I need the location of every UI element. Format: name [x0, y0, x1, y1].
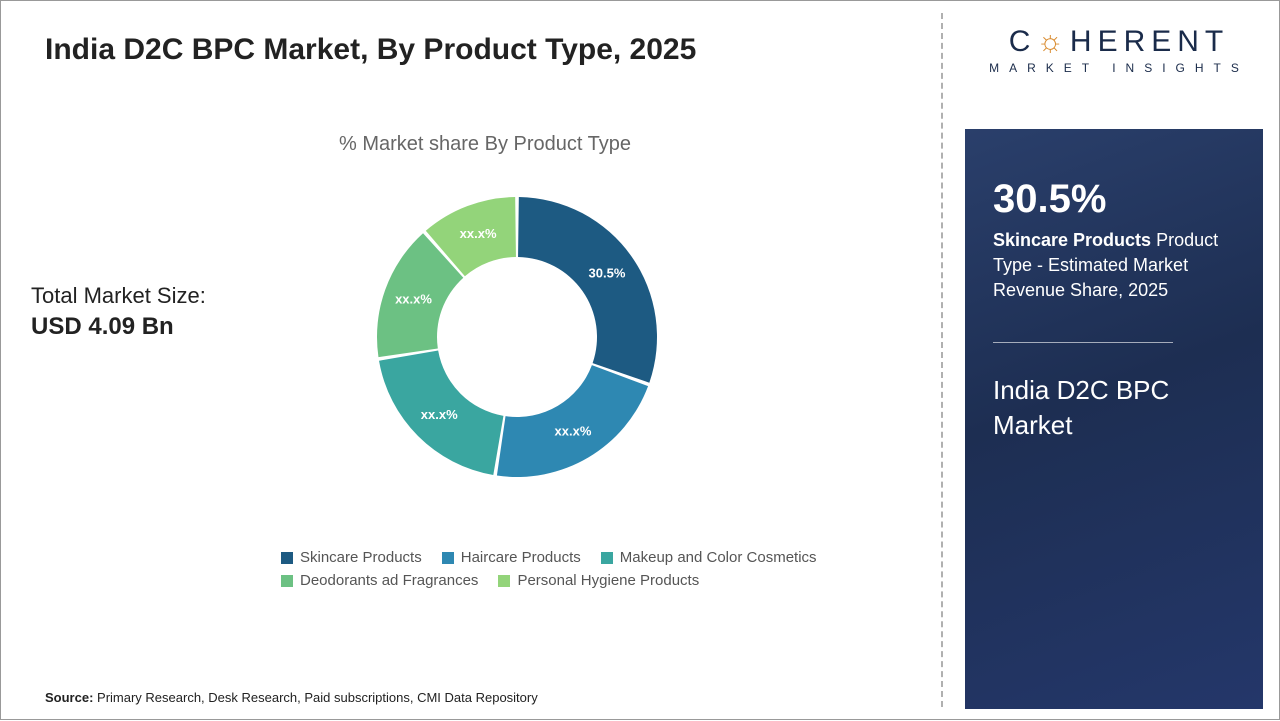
highlight-box: 30.5% Skincare Products Product Type - E… [965, 129, 1263, 709]
legend-label: Skincare Products [300, 549, 422, 566]
highlight-percent: 30.5% [993, 177, 1235, 222]
legend-item: Deodorants ad Fragrances [281, 572, 478, 589]
source-label: Source: [45, 690, 93, 705]
donut-slice [497, 365, 648, 477]
right-panel: C☼HERENT MARKET INSIGHTS 30.5% Skincare … [959, 1, 1269, 721]
legend-swatch [281, 552, 293, 564]
legend-label: Personal Hygiene Products [517, 572, 699, 589]
source-text: Primary Research, Desk Research, Paid su… [93, 690, 537, 705]
legend-item: Skincare Products [281, 549, 422, 566]
logo-main: C☼HERENT [989, 25, 1249, 59]
logo-left: C [1009, 25, 1037, 58]
highlight-market-name: India D2C BPC Market [993, 373, 1235, 443]
main-area: India D2C BPC Market, By Product Type, 2… [1, 1, 941, 721]
chart-subtitle: % Market share By Product Type [339, 133, 631, 156]
slice-label: xx.x% [395, 292, 432, 307]
logo-right: HERENT [1070, 25, 1229, 58]
logo-sub: MARKET INSIGHTS [989, 61, 1249, 75]
source-line: Source: Primary Research, Desk Research,… [45, 690, 538, 705]
logo-accent-icon: ☼ [1036, 25, 1070, 58]
donut-chart: 30.5% xx.x% xx.x% xx.x% xx.x% [357, 177, 677, 497]
slice-label: xx.x% [555, 424, 592, 439]
slice-label: xx.x% [460, 226, 497, 241]
legend-item: Makeup and Color Cosmetics [601, 549, 817, 566]
legend-label: Makeup and Color Cosmetics [620, 549, 817, 566]
legend: Skincare Products Haircare Products Makeup… [281, 549, 841, 589]
legend-label: Haircare Products [461, 549, 581, 566]
vertical-divider [941, 13, 943, 707]
legend-swatch [601, 552, 613, 564]
total-size-label: Total Market Size: [31, 283, 206, 309]
legend-swatch [281, 575, 293, 587]
slice-label: xx.x% [421, 407, 458, 422]
legend-item: Personal Hygiene Products [498, 572, 699, 589]
legend-label: Deodorants ad Fragrances [300, 572, 478, 589]
highlight-divider [993, 342, 1173, 343]
total-size-value: USD 4.09 Bn [31, 313, 174, 341]
legend-swatch [442, 552, 454, 564]
slice-label: 30.5% [589, 266, 626, 281]
highlight-desc-bold: Skincare Products [993, 230, 1151, 250]
legend-item: Haircare Products [442, 549, 581, 566]
highlight-desc: Skincare Products Product Type - Estimat… [993, 228, 1235, 304]
donut-slice [518, 197, 657, 383]
legend-swatch [498, 575, 510, 587]
brand-logo: C☼HERENT MARKET INSIGHTS [989, 25, 1249, 75]
page-title: India D2C BPC Market, By Product Type, 2… [45, 33, 696, 67]
